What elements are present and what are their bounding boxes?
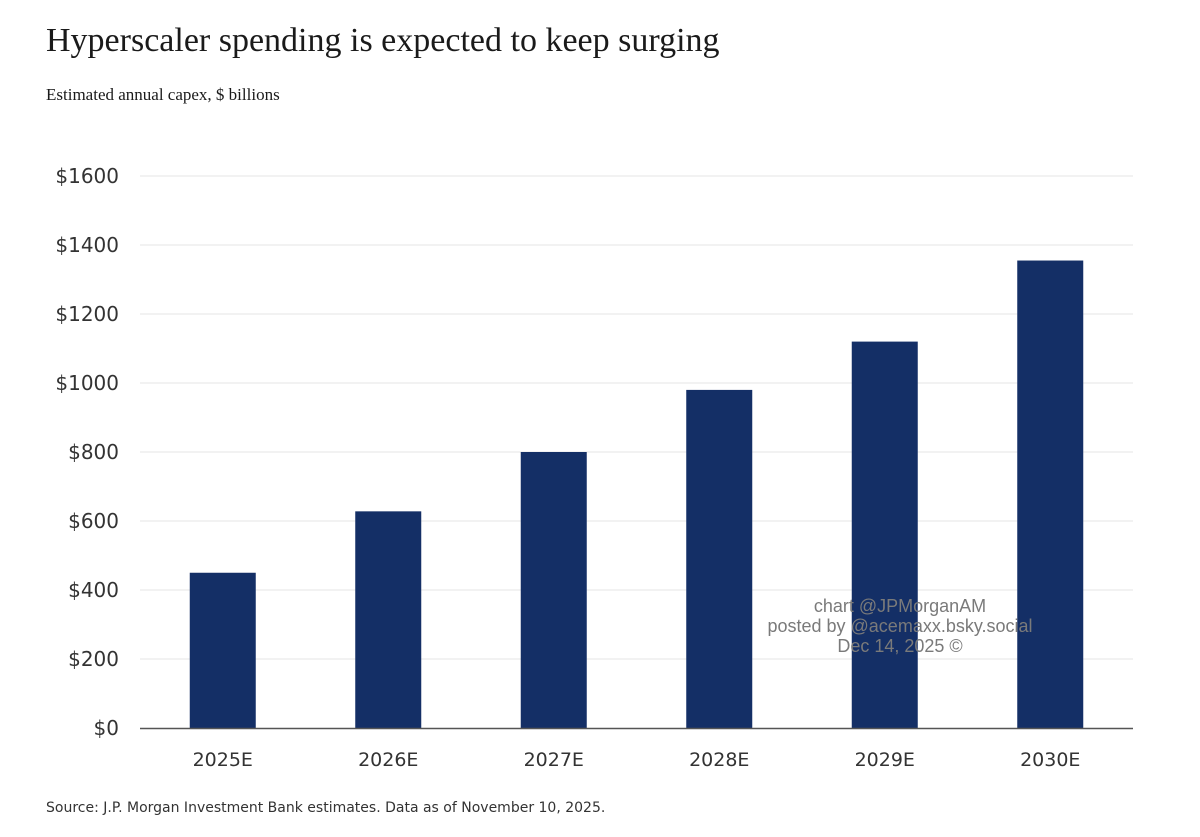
y-tick-label: $0	[94, 716, 119, 740]
y-tick-label: $1000	[55, 371, 119, 395]
bars	[189, 260, 1084, 728]
y-tick-label: $1200	[55, 302, 119, 326]
gridlines	[140, 175, 1133, 660]
y-tick-label: $200	[68, 647, 119, 671]
watermark-line-2: posted by @acemaxx.bsky.social	[767, 616, 1033, 636]
chart-subtitle: Estimated annual capex, $ billions	[46, 85, 280, 104]
source-note: Source: J.P. Morgan Investment Bank esti…	[46, 800, 606, 816]
x-tick-label: 2025E	[193, 749, 253, 771]
bar-2027E	[520, 452, 587, 728]
bar-2029E	[851, 341, 918, 728]
watermark: chart @JPMorganAM posted by @acemaxx.bsk…	[745, 596, 1055, 656]
y-tick-label: $1600	[55, 164, 119, 188]
x-tick-label: 2028E	[689, 749, 749, 771]
x-tick-label: 2030E	[1020, 749, 1080, 771]
watermark-line-3: Dec 14, 2025 ©	[837, 636, 963, 656]
y-tick-label: $600	[68, 509, 119, 533]
bar-2030E	[1017, 260, 1084, 728]
watermark-line-1: chart @JPMorganAM	[813, 596, 987, 616]
y-axis-ticks: $0 $200 $400 $600 $800 $1000 $1200 $1400 $1600	[55, 164, 119, 740]
bar-2028E	[686, 389, 753, 728]
x-tick-label: 2027E	[524, 749, 584, 771]
bar-2026E	[355, 511, 422, 728]
y-tick-label: $1400	[55, 233, 119, 257]
bar-2025E	[189, 572, 256, 728]
chart-title: Hyperscaler spending is expected to keep…	[46, 22, 720, 59]
y-tick-label: $400	[68, 578, 119, 602]
x-axis-ticks: 2025E 2026E 2027E 2028E 2029E 2030E	[193, 749, 1081, 771]
y-tick-label: $800	[68, 440, 119, 464]
x-tick-label: 2029E	[855, 749, 915, 771]
x-tick-label: 2026E	[358, 749, 418, 771]
